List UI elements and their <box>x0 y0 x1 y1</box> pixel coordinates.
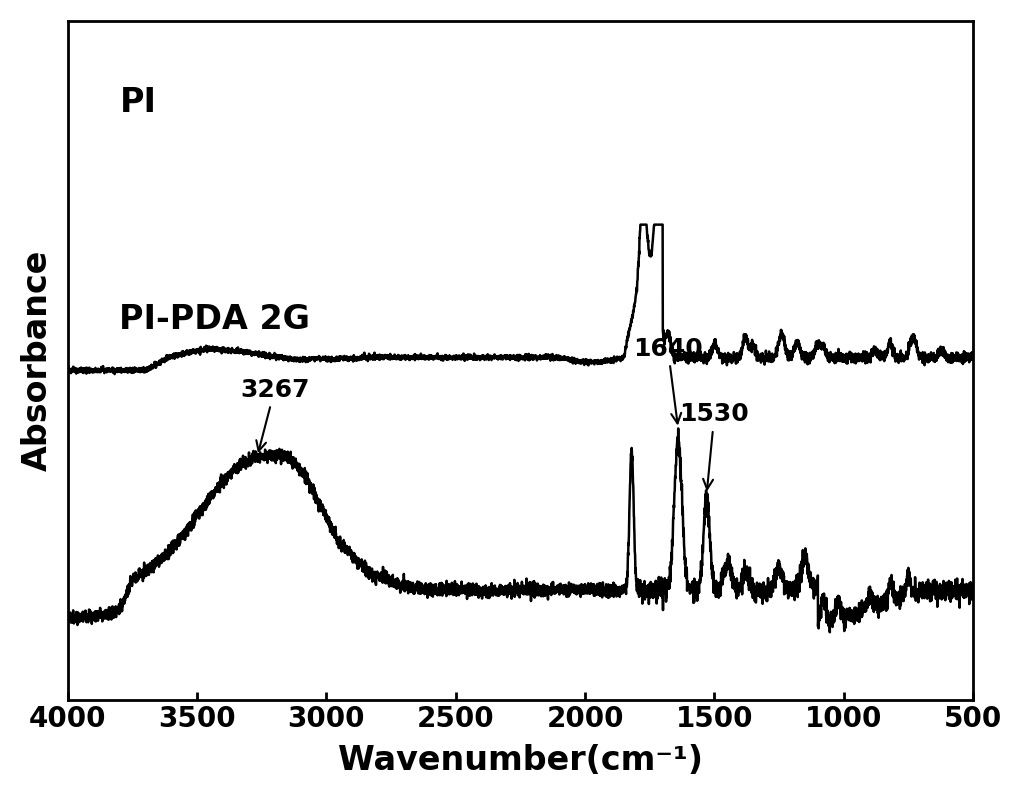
Text: 1530: 1530 <box>679 402 749 489</box>
Y-axis label: Absorbance: Absorbance <box>20 250 54 471</box>
X-axis label: Wavenumber(cm⁻¹): Wavenumber(cm⁻¹) <box>338 745 703 777</box>
Text: PI-PDA 2G: PI-PDA 2G <box>120 303 310 336</box>
Text: PI: PI <box>120 86 157 119</box>
Text: 1640: 1640 <box>633 337 703 424</box>
Text: 3267: 3267 <box>240 377 309 451</box>
